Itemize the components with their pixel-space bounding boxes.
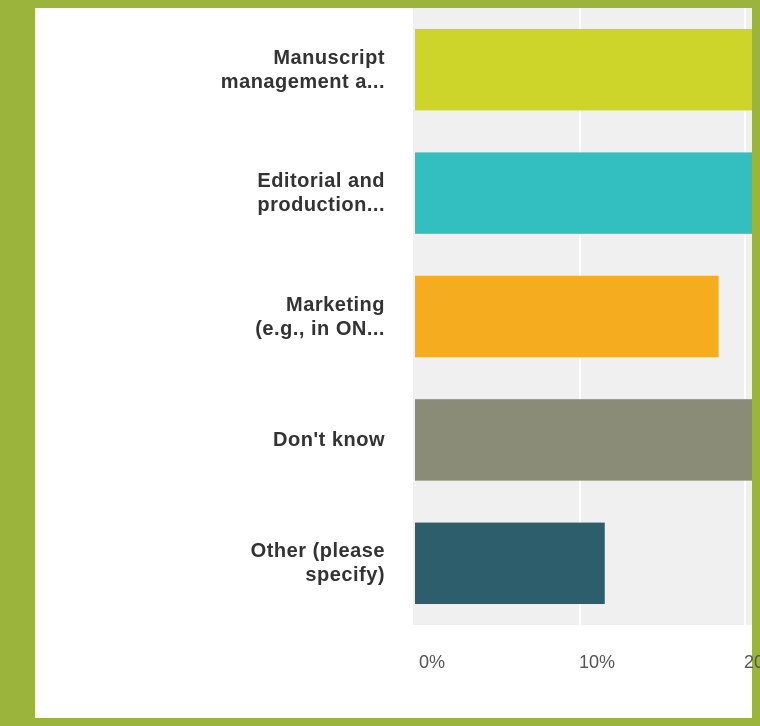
category-label: Editorial and production... bbox=[257, 170, 385, 217]
x-tick-label: 20% bbox=[744, 652, 760, 672]
x-axis: 0% 10% 20% bbox=[419, 652, 760, 672]
bar bbox=[415, 28, 752, 111]
bar bbox=[415, 399, 752, 481]
category-label: Manuscript management a... bbox=[220, 46, 385, 93]
x-tick-label: 10% bbox=[579, 652, 615, 672]
bar bbox=[415, 522, 605, 605]
bars bbox=[415, 28, 752, 605]
x-tick-label: 0% bbox=[419, 652, 445, 672]
bar bbox=[415, 275, 719, 358]
bar bbox=[415, 152, 752, 234]
category-label: Don't know bbox=[273, 428, 385, 451]
category-label: Other (please specify) bbox=[250, 540, 385, 587]
category-label: Marketing (e.g., in ON... bbox=[255, 293, 385, 340]
